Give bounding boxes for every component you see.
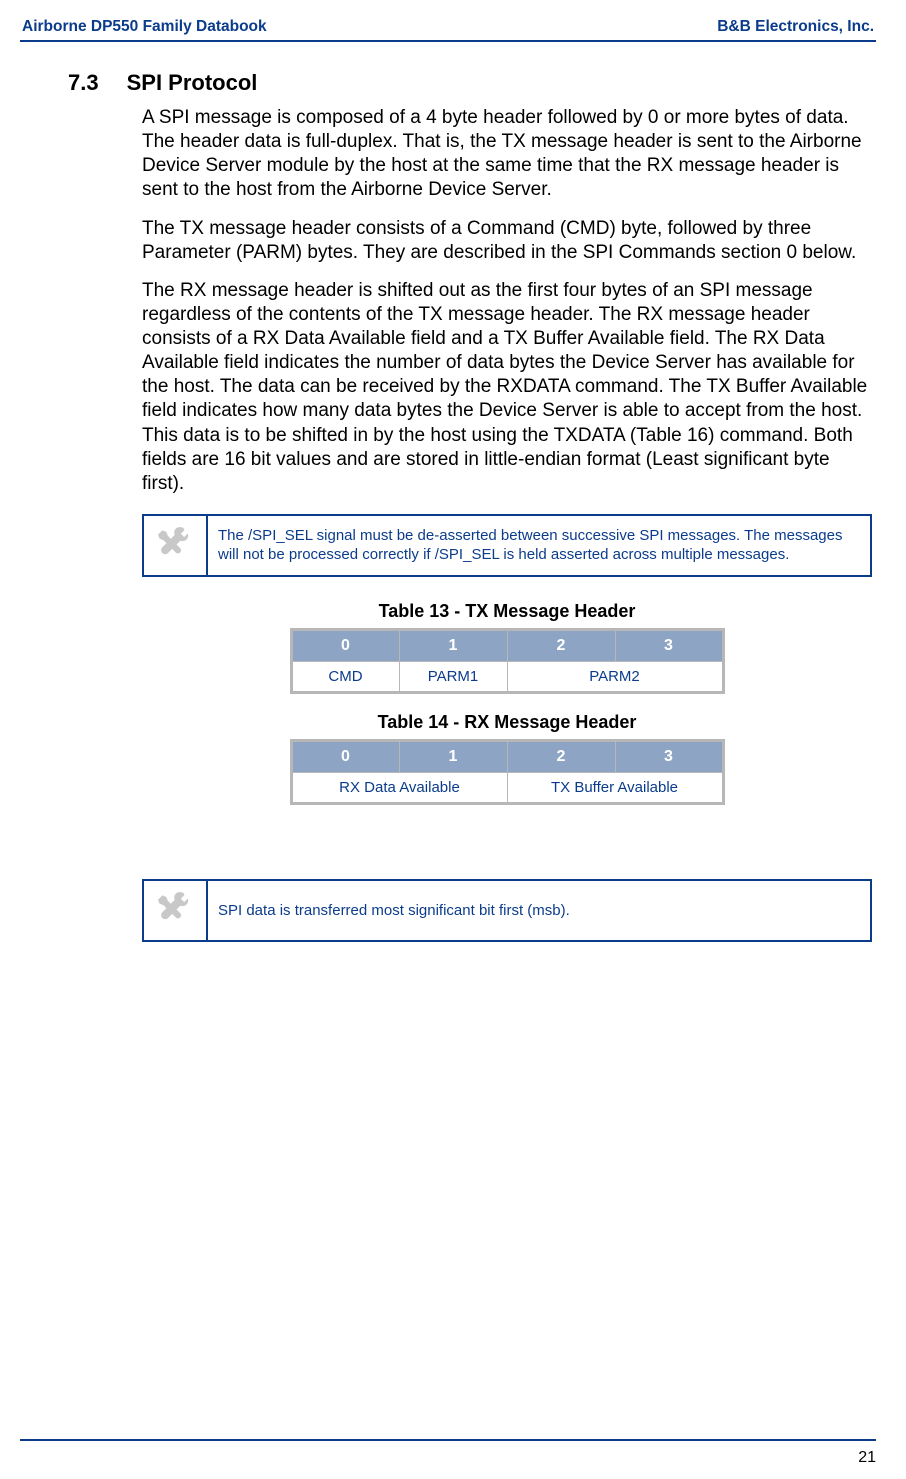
page-number: 21 bbox=[858, 1449, 876, 1467]
table-data-row: RX Data Available TX Buffer Available bbox=[291, 772, 723, 803]
section-title: SPI Protocol bbox=[127, 70, 258, 96]
spacer bbox=[142, 823, 872, 861]
table-header-row: 0 1 2 3 bbox=[291, 629, 723, 661]
rx-message-header-table: 0 1 2 3 RX Data Available TX Buffer Avai… bbox=[290, 739, 725, 805]
table-13-caption: Table 13 - TX Message Header bbox=[142, 601, 872, 622]
col-header-2: 2 bbox=[507, 629, 615, 661]
col-header-0b: 0 bbox=[291, 740, 399, 772]
note-text-1: The /SPI_SEL signal must be de-asserted … bbox=[207, 515, 871, 576]
rx-cell-rxdata: RX Data Available bbox=[291, 772, 507, 803]
tx-cell-parm2: PARM2 bbox=[507, 661, 723, 692]
page: Airborne DP550 Family Databook B&B Elect… bbox=[0, 0, 906, 1479]
paragraph-1: A SPI message is composed of a 4 byte he… bbox=[142, 106, 872, 203]
rx-cell-txbuf: TX Buffer Available bbox=[507, 772, 723, 803]
body-block: A SPI message is composed of a 4 byte he… bbox=[142, 106, 876, 942]
col-header-1b: 1 bbox=[399, 740, 507, 772]
footer-rule bbox=[20, 1439, 876, 1441]
col-header-0: 0 bbox=[291, 629, 399, 661]
note-text-2: SPI data is transferred most significant… bbox=[207, 880, 871, 941]
table-data-row: CMD PARM1 PARM2 bbox=[291, 661, 723, 692]
tools-icon bbox=[156, 889, 194, 927]
content-area: 7.3 SPI Protocol A SPI message is compos… bbox=[20, 42, 876, 942]
note-icon-cell-2 bbox=[143, 880, 207, 941]
paragraph-2: The TX message header consists of a Comm… bbox=[142, 217, 872, 265]
section-number: 7.3 bbox=[68, 70, 99, 96]
note-box-1: The /SPI_SEL signal must be de-asserted … bbox=[142, 514, 872, 577]
col-header-1: 1 bbox=[399, 629, 507, 661]
tx-message-header-table: 0 1 2 3 CMD PARM1 PARM2 bbox=[290, 628, 725, 694]
tools-icon bbox=[156, 524, 194, 562]
table-14-caption: Table 14 - RX Message Header bbox=[142, 712, 872, 733]
section-heading: 7.3 SPI Protocol bbox=[68, 70, 876, 96]
col-header-3: 3 bbox=[615, 629, 723, 661]
table-header-row: 0 1 2 3 bbox=[291, 740, 723, 772]
note-icon-cell-1 bbox=[143, 515, 207, 576]
tx-cell-parm1: PARM1 bbox=[399, 661, 507, 692]
note-box-2: SPI data is transferred most significant… bbox=[142, 879, 872, 942]
page-header: Airborne DP550 Family Databook B&B Elect… bbox=[20, 18, 876, 38]
paragraph-3: The RX message header is shifted out as … bbox=[142, 279, 872, 496]
tx-cell-cmd: CMD bbox=[291, 661, 399, 692]
header-right-company: B&B Electronics, Inc. bbox=[717, 18, 874, 36]
col-header-3b: 3 bbox=[615, 740, 723, 772]
col-header-2b: 2 bbox=[507, 740, 615, 772]
header-left-title: Airborne DP550 Family Databook bbox=[22, 18, 267, 36]
